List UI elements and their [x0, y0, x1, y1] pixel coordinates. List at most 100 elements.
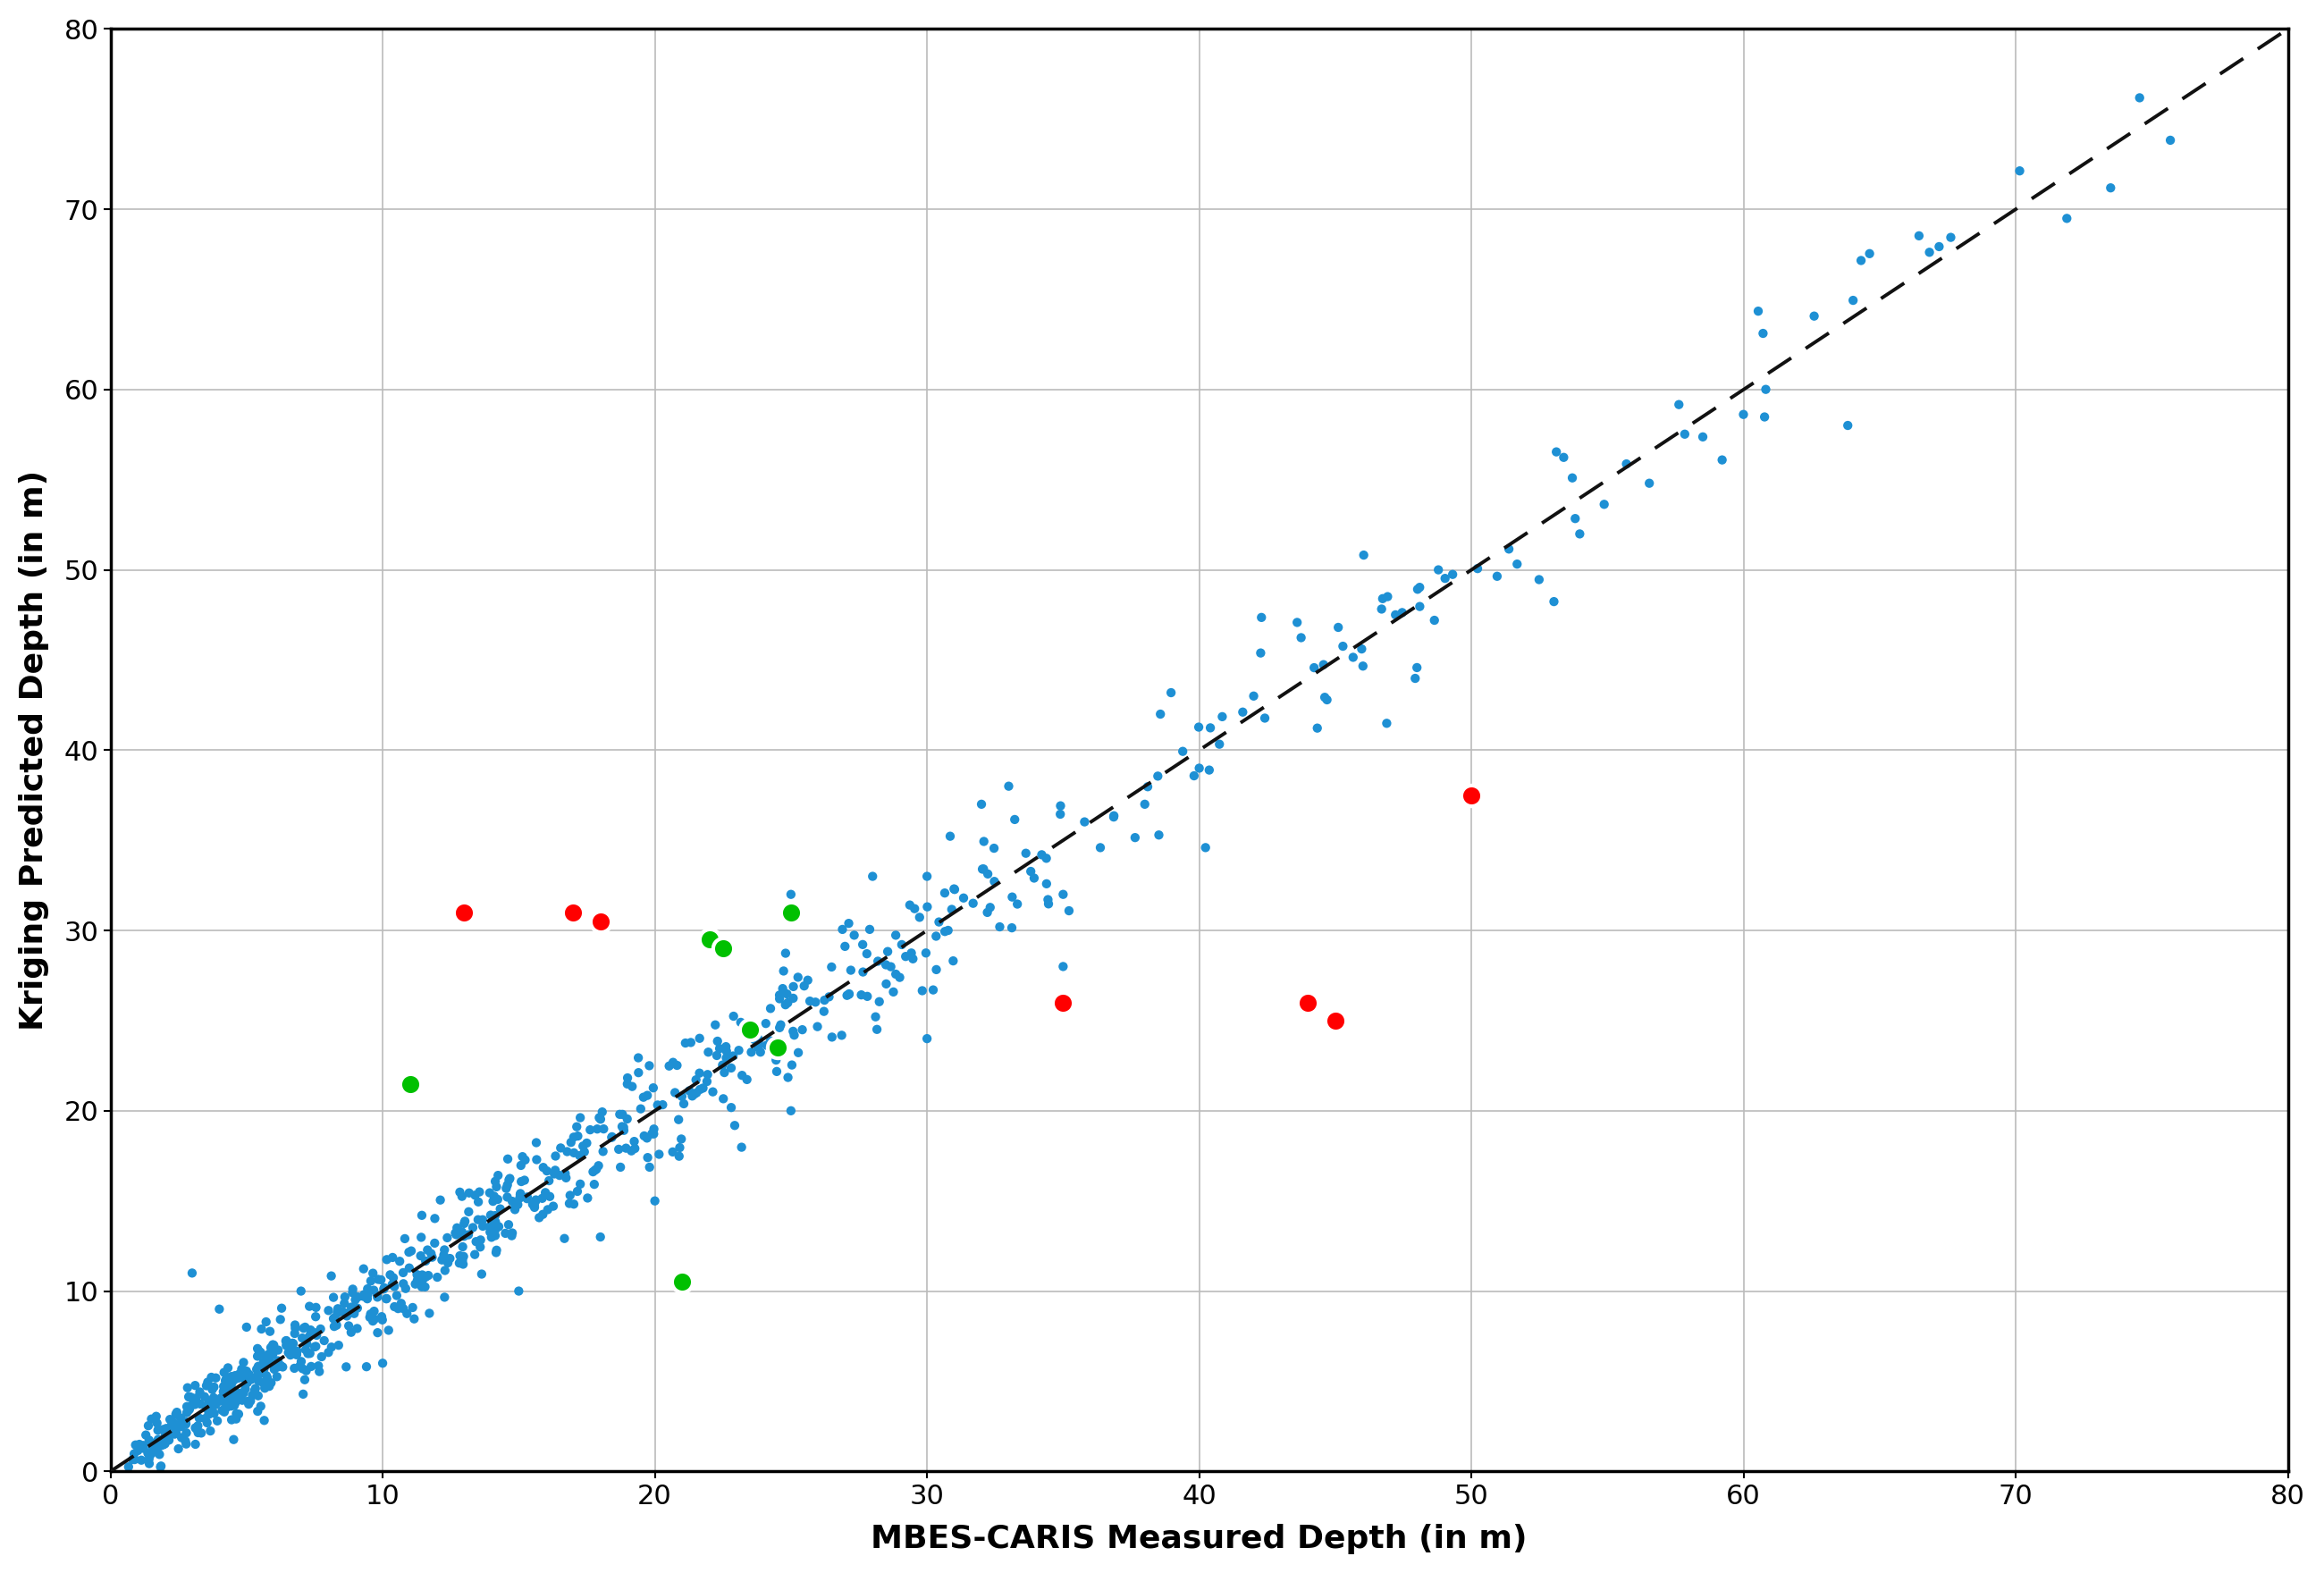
Point	[758, 1059, 795, 1084]
Point	[451, 1222, 488, 1247]
Point	[205, 1398, 242, 1424]
Point	[748, 1033, 786, 1059]
Point	[869, 939, 906, 964]
Point	[265, 1354, 302, 1380]
Point	[493, 1189, 530, 1214]
Point	[195, 1386, 232, 1411]
Point	[195, 1375, 232, 1400]
Point	[1241, 640, 1278, 665]
Point	[442, 1221, 479, 1246]
Point	[328, 1304, 365, 1329]
Point	[358, 1285, 395, 1310]
Point	[225, 1380, 263, 1405]
Point	[246, 1376, 284, 1402]
Point	[256, 1332, 293, 1357]
Point	[569, 1186, 607, 1211]
Point	[260, 1337, 297, 1362]
Point	[218, 1365, 256, 1391]
Point	[476, 1208, 514, 1233]
Point	[1562, 521, 1599, 546]
Point	[374, 1244, 411, 1269]
Point	[397, 1271, 435, 1296]
Point	[909, 1026, 946, 1051]
Point	[630, 1082, 667, 1107]
Point	[318, 1299, 356, 1324]
Point	[293, 1354, 330, 1380]
Point	[281, 1353, 318, 1378]
Point	[546, 1161, 583, 1186]
Point	[418, 1265, 456, 1290]
Point	[158, 1402, 195, 1427]
Point	[634, 1122, 672, 1147]
Point	[760, 986, 797, 1011]
Point	[356, 1277, 393, 1302]
Point	[858, 1004, 895, 1029]
Point	[1724, 401, 1762, 426]
Point	[416, 1206, 453, 1232]
Point	[188, 1373, 225, 1398]
Point	[460, 1206, 497, 1232]
Point	[458, 1229, 495, 1254]
Point	[207, 1383, 244, 1408]
Point	[221, 1362, 258, 1387]
Point	[218, 1402, 256, 1427]
Point	[446, 1208, 483, 1233]
Point	[1850, 241, 1887, 266]
Point	[344, 1284, 381, 1309]
Point	[139, 1411, 177, 1436]
Point	[604, 1114, 641, 1139]
Point	[188, 1370, 225, 1395]
Point	[713, 1055, 751, 1081]
Point	[1164, 739, 1202, 764]
Point	[655, 1049, 693, 1074]
Point	[137, 1403, 174, 1428]
Point	[1401, 595, 1439, 620]
Point	[1555, 466, 1592, 491]
Point	[1043, 953, 1081, 978]
Point	[1095, 804, 1132, 829]
Point	[1116, 824, 1153, 849]
Point	[207, 1369, 244, 1394]
Point	[207, 1367, 244, 1392]
Point	[156, 1422, 193, 1447]
Point	[1290, 989, 1327, 1015]
Point	[432, 1246, 469, 1271]
Point	[198, 1392, 235, 1417]
Point	[177, 1386, 214, 1411]
Point	[1320, 615, 1357, 640]
Point	[551, 1183, 588, 1208]
Point	[500, 1192, 537, 1218]
Point	[397, 1262, 435, 1287]
Point	[558, 1114, 595, 1139]
Point	[479, 1162, 516, 1188]
Point	[290, 1293, 328, 1318]
Point	[548, 1166, 586, 1191]
Point	[272, 1337, 309, 1362]
Point	[581, 1107, 618, 1133]
Point	[581, 1106, 618, 1131]
Point	[146, 1427, 184, 1452]
Point	[572, 1117, 609, 1142]
Point	[623, 1096, 660, 1122]
Point	[616, 1136, 653, 1161]
Point	[844, 960, 881, 985]
Point	[602, 1155, 639, 1180]
Point	[702, 1037, 739, 1062]
Point	[2001, 159, 2038, 184]
Point	[205, 1359, 242, 1384]
Point	[1278, 610, 1315, 635]
Point	[644, 1092, 681, 1117]
Point	[688, 1062, 725, 1087]
Point	[823, 917, 860, 942]
Point	[476, 1210, 514, 1235]
Point	[116, 1441, 153, 1466]
Point	[290, 1324, 328, 1350]
Point	[630, 1145, 667, 1170]
Point	[332, 1320, 370, 1345]
Point	[349, 1354, 386, 1380]
Point	[258, 1354, 295, 1380]
Point	[937, 876, 974, 901]
Point	[681, 1060, 718, 1085]
Point	[860, 989, 897, 1015]
Point	[137, 1439, 174, 1464]
